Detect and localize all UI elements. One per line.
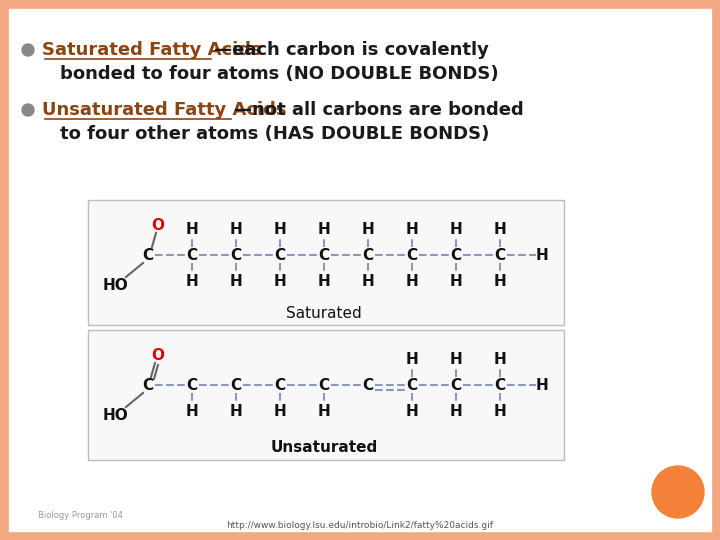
Text: Saturated: Saturated <box>286 306 362 321</box>
Text: Saturated Fatty Acids: Saturated Fatty Acids <box>42 41 268 59</box>
Text: H: H <box>494 403 506 418</box>
Text: C: C <box>318 247 330 262</box>
Text: Biology Program '04: Biology Program '04 <box>37 511 122 521</box>
Text: HO: HO <box>103 408 129 422</box>
Text: C: C <box>451 247 462 262</box>
Text: O: O <box>151 348 164 362</box>
Text: C: C <box>186 377 197 393</box>
Text: H: H <box>318 273 330 288</box>
Text: H: H <box>536 377 549 393</box>
Text: C: C <box>406 247 418 262</box>
Text: H: H <box>494 273 506 288</box>
Text: H: H <box>449 273 462 288</box>
FancyBboxPatch shape <box>88 200 564 325</box>
Text: Unsaturated: Unsaturated <box>271 440 377 455</box>
Text: H: H <box>405 221 418 237</box>
Text: C: C <box>274 377 286 393</box>
Text: H: H <box>274 273 287 288</box>
Text: C: C <box>274 247 286 262</box>
Text: H: H <box>230 273 243 288</box>
Text: H: H <box>274 221 287 237</box>
Text: H: H <box>361 221 374 237</box>
Circle shape <box>22 104 34 116</box>
Text: H: H <box>230 221 243 237</box>
Text: H: H <box>449 221 462 237</box>
Text: H: H <box>449 352 462 367</box>
Text: C: C <box>495 247 505 262</box>
Text: C: C <box>362 377 374 393</box>
Text: H: H <box>361 273 374 288</box>
Text: C: C <box>143 247 153 262</box>
Circle shape <box>652 466 704 518</box>
Text: H: H <box>230 403 243 418</box>
Text: H: H <box>405 403 418 418</box>
Text: H: H <box>186 273 199 288</box>
Text: C: C <box>143 377 153 393</box>
Text: H: H <box>536 247 549 262</box>
Text: H: H <box>274 403 287 418</box>
Circle shape <box>22 44 34 56</box>
Text: C: C <box>318 377 330 393</box>
Text: H: H <box>449 403 462 418</box>
Text: H: H <box>405 352 418 367</box>
Text: H: H <box>318 403 330 418</box>
Text: C: C <box>230 247 242 262</box>
Text: http://www.biology.lsu.edu/introbio/Link2/fatty%20acids.gif: http://www.biology.lsu.edu/introbio/Link… <box>227 522 493 530</box>
Text: C: C <box>451 377 462 393</box>
Text: H: H <box>405 273 418 288</box>
Text: C: C <box>230 377 242 393</box>
Text: —each carbon is covalently: —each carbon is covalently <box>214 41 489 59</box>
Text: H: H <box>186 403 199 418</box>
Text: H: H <box>494 221 506 237</box>
Text: H: H <box>494 352 506 367</box>
Text: C: C <box>406 377 418 393</box>
Text: to four other atoms (HAS DOUBLE BONDS): to four other atoms (HAS DOUBLE BONDS) <box>60 125 490 143</box>
Text: Unsaturated Fatty Acids: Unsaturated Fatty Acids <box>42 101 293 119</box>
Text: O: O <box>151 218 164 233</box>
Text: C: C <box>186 247 197 262</box>
Text: C: C <box>362 247 374 262</box>
FancyBboxPatch shape <box>88 330 564 460</box>
Text: H: H <box>318 221 330 237</box>
Text: —not all carbons are bonded: —not all carbons are bonded <box>234 101 523 119</box>
Text: HO: HO <box>103 278 129 293</box>
Text: bonded to four atoms (NO DOUBLE BONDS): bonded to four atoms (NO DOUBLE BONDS) <box>60 65 499 83</box>
Text: H: H <box>186 221 199 237</box>
Text: C: C <box>495 377 505 393</box>
